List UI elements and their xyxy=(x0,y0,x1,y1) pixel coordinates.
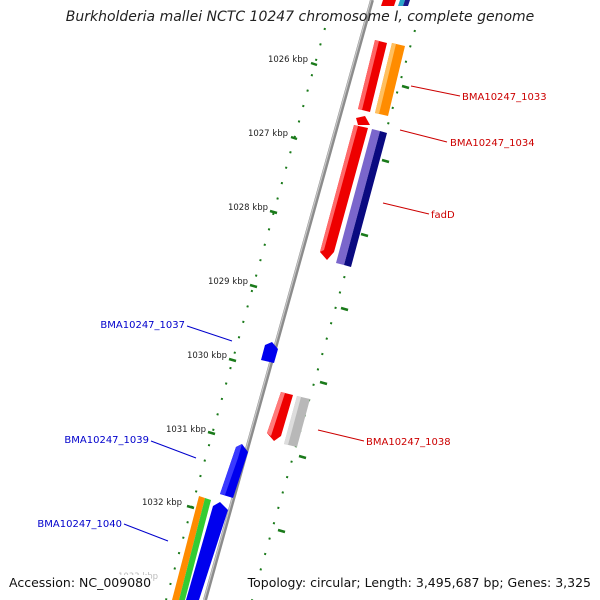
gene-feature-BMA10247_1034[interactable] xyxy=(356,116,370,125)
accession-label: Accession: NC_009080 xyxy=(9,575,152,590)
outer-scale-ring xyxy=(251,29,416,600)
gene-feature-BMA10247_1037[interactable] xyxy=(261,342,278,363)
chromosome-backbone xyxy=(203,0,374,600)
tick-label: 1029 kbp xyxy=(208,277,248,287)
tick-label: 1030 kbp xyxy=(187,351,227,361)
tick-label: 1032 kbp xyxy=(142,498,182,508)
gene-feature-top-cut xyxy=(381,0,410,6)
tick-label: 1028 kbp xyxy=(228,203,268,213)
gene-label-BMA10247_1040[interactable]: BMA10247_1040 xyxy=(37,519,122,530)
map-title: Burkholderia mallei NCTC 10247 chromosom… xyxy=(65,9,535,25)
gene-feature-BMA10247_1039[interactable] xyxy=(220,444,248,498)
inner-scale-ring xyxy=(165,27,326,600)
outer-major-ticks xyxy=(277,84,410,534)
tick-label: 1031 kbp xyxy=(166,425,206,435)
inner-major-ticks xyxy=(186,61,318,510)
gene-label-BMA10247_1038[interactable]: BMA10247_1038 xyxy=(366,437,451,448)
gene-label-BMA10247_1039[interactable]: BMA10247_1039 xyxy=(64,435,149,446)
gene-feature-BMA10247_1038[interactable] xyxy=(267,392,310,447)
leader-lines xyxy=(123,85,461,542)
gene-label-BMA10247_1033[interactable]: BMA10247_1033 xyxy=(462,92,547,103)
gene-feature-BMA10247_1033[interactable] xyxy=(358,40,405,116)
gene-label-BMA10247_1034[interactable]: BMA10247_1034 xyxy=(450,138,535,149)
chromosome-backbone-highlight xyxy=(203,0,372,600)
tick-label: 1026 kbp xyxy=(268,55,308,65)
gene-feature-BMA10247_1040[interactable] xyxy=(172,496,228,600)
topology-label: Topology: circular; Length: 3,495,687 bp… xyxy=(247,575,591,590)
gene-label-fadD[interactable]: fadD xyxy=(431,210,455,221)
gene-label-BMA10247_1037[interactable]: BMA10247_1037 xyxy=(100,320,185,331)
gene-feature-fadD[interactable] xyxy=(320,125,387,267)
tick-label: 1027 kbp xyxy=(248,129,288,139)
